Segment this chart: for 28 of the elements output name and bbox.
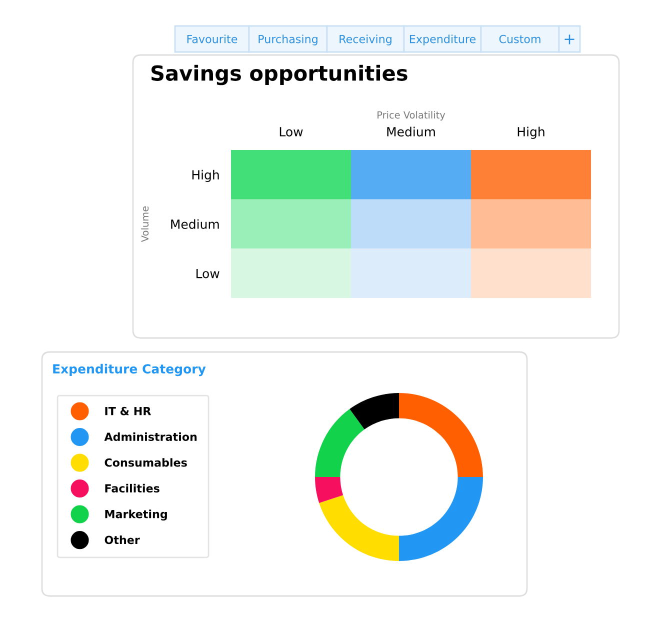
text: + (564, 34, 574, 44)
text: Savings opportunities (151, 64, 408, 86)
text: Price Volatility (378, 111, 446, 120)
text: Volume (141, 206, 149, 242)
category-label: Medium (171, 219, 219, 229)
legend-label: Consumables (104, 458, 187, 467)
donut-slice (319, 495, 399, 561)
category-label: High (192, 170, 219, 182)
text: Expenditure (410, 34, 476, 46)
legend-label: Other (104, 536, 140, 544)
category-label: Low (280, 127, 303, 136)
category-label: Medium (387, 126, 435, 136)
donut-slice (350, 393, 399, 430)
legend-label: Facilities (105, 484, 160, 493)
category-label: Low (196, 268, 220, 278)
text: Favourite (187, 34, 238, 44)
legend-label: Marketing (105, 510, 167, 521)
text: Receiving (340, 34, 392, 46)
chart-title: Expenditure Category (53, 364, 206, 376)
text: Custom (499, 34, 540, 44)
legend-label: IT & HR (105, 406, 151, 416)
text: Purchasing (258, 34, 318, 46)
category-label: High (518, 126, 544, 139)
legend-label: Administration (104, 432, 197, 442)
donut-slice (399, 393, 483, 477)
donut-slice (399, 477, 483, 561)
donut-slice (315, 477, 344, 503)
donut-slice (315, 409, 364, 477)
